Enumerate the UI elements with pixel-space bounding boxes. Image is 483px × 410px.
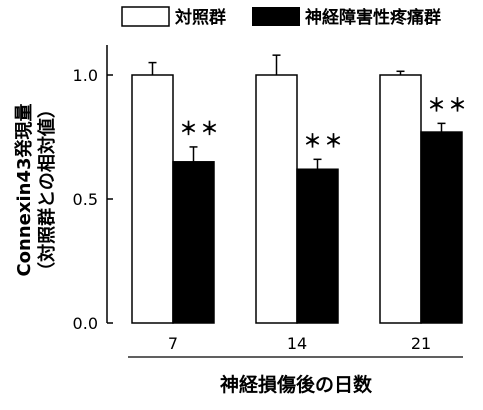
x-tick-label: 7	[168, 334, 178, 353]
bar-control-21	[379, 74, 422, 324]
x-tick-labels: 7 14 21	[168, 334, 431, 353]
x-tick-label: 21	[411, 334, 431, 353]
y-axis-label: Connexin43発現量	[13, 103, 35, 276]
legend-label-control: 対照群	[174, 7, 226, 28]
legend-label-pain: 神経障害性疼痛群	[305, 7, 441, 28]
y-tick-label: 1.0	[73, 66, 98, 85]
legend-swatch-pain	[252, 7, 300, 26]
x-axis-label: 神経損傷後の日数	[220, 373, 373, 396]
bar-pain-7	[172, 161, 215, 324]
bars: ＊＊ ＊＊ ＊＊	[131, 54, 470, 324]
bar-control-7	[131, 74, 174, 324]
significance-mark: ＊＊	[304, 131, 346, 152]
legend-swatch-control	[121, 6, 170, 27]
y-tick-label: 0.0	[73, 314, 98, 333]
y-tick-label: 0.5	[73, 190, 98, 209]
bar-control-14	[255, 74, 298, 324]
legend: 対照群 神経障害性疼痛群	[121, 6, 441, 28]
x-tick-label: 14	[287, 334, 307, 353]
y-axis-sublabel: （対照群との相対値）	[36, 100, 58, 280]
significance-mark: ＊＊	[428, 95, 470, 116]
bar-pain-21	[420, 131, 463, 324]
y-ticks: 0.0 0.5 1.0	[73, 66, 113, 333]
y-axis-title: Connexin43発現量 （対照群との相対値）	[13, 100, 58, 280]
significance-mark: ＊＊	[180, 119, 222, 140]
bar-pain-14	[296, 168, 339, 324]
